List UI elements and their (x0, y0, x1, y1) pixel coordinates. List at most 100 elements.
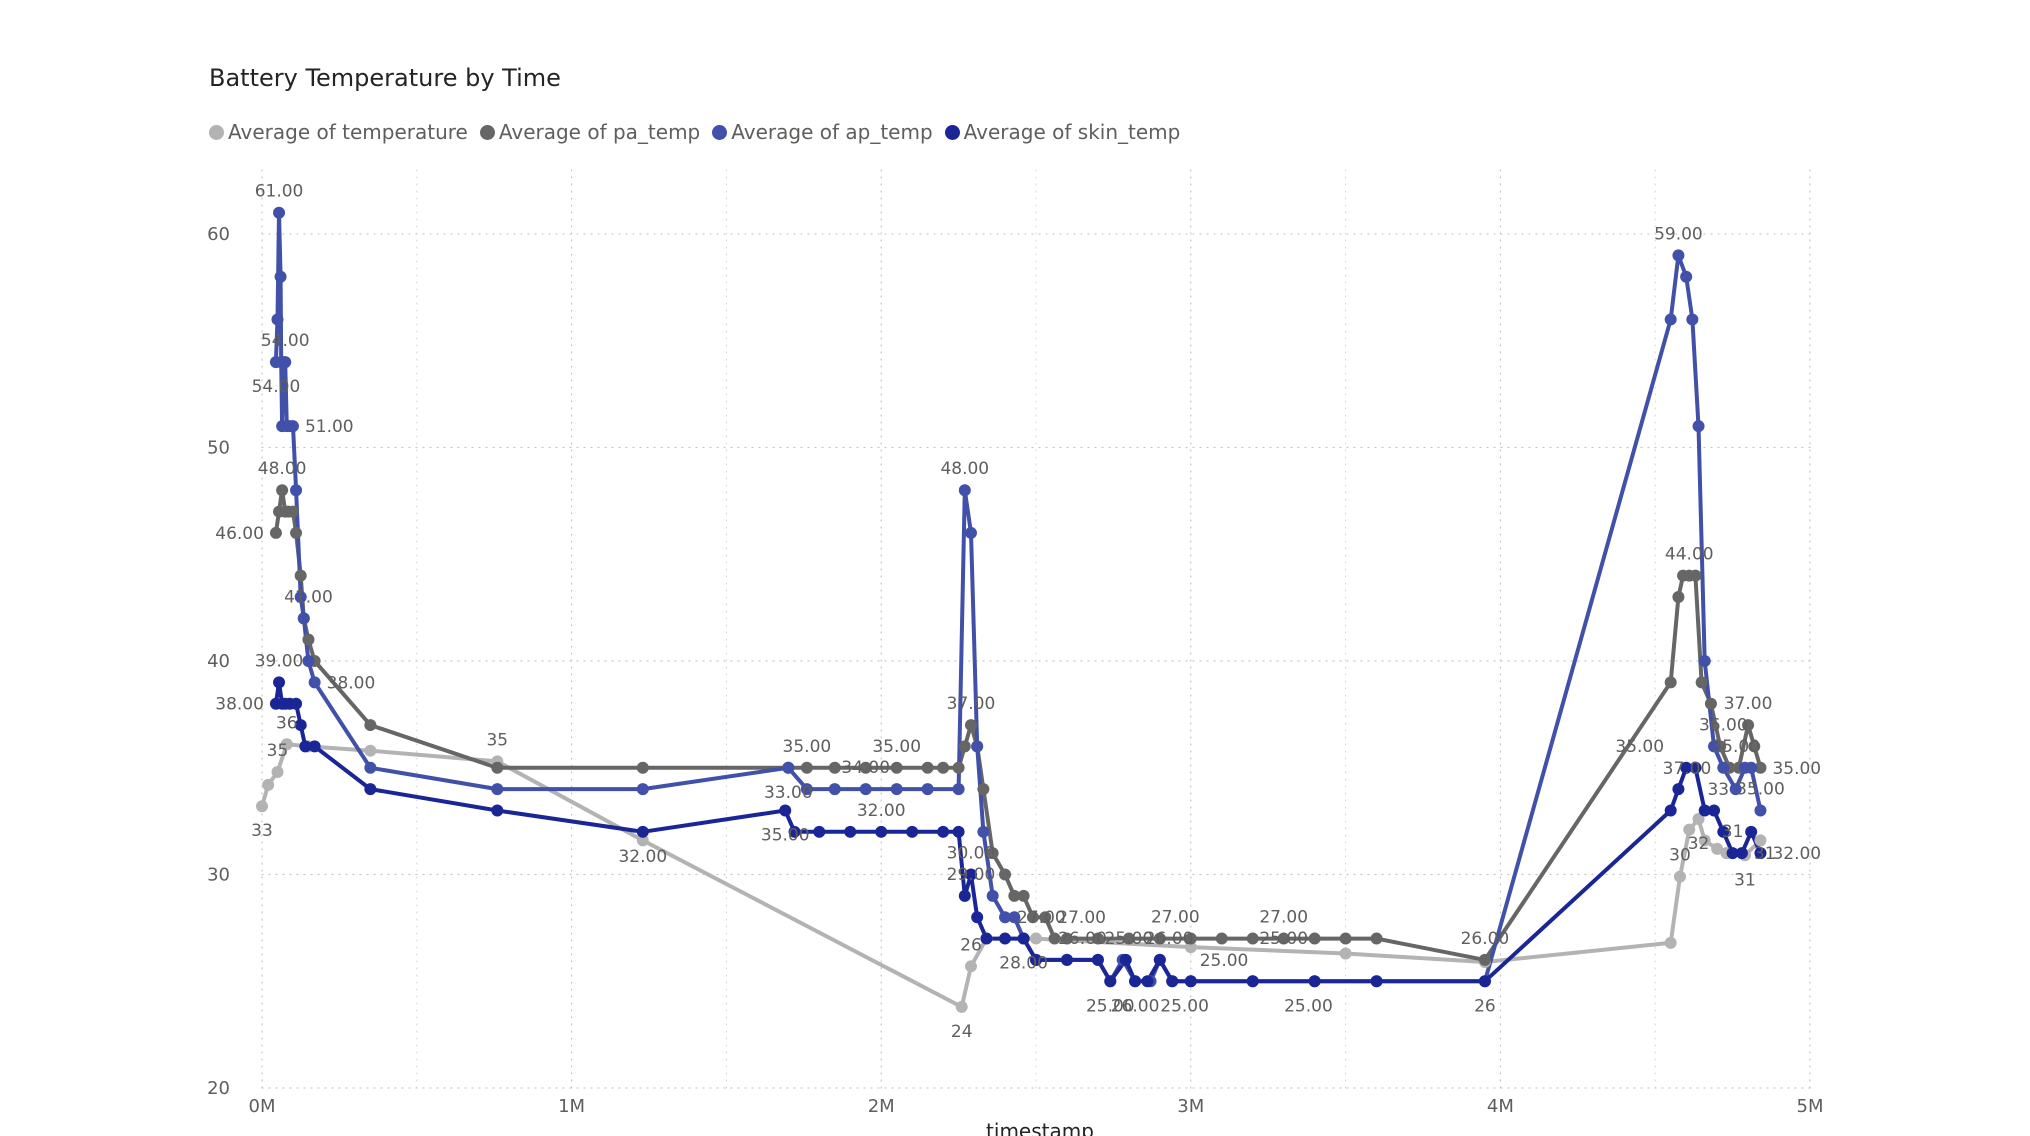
data-point-series-1[interactable] (1742, 719, 1755, 732)
data-point-series-2[interactable] (828, 783, 841, 796)
data-point-series-3[interactable] (980, 932, 993, 945)
data-point-series-2[interactable] (1672, 249, 1685, 262)
data-point-series-2[interactable] (636, 783, 649, 796)
data-point-series-3[interactable] (958, 889, 971, 902)
data-point-series-1[interactable] (1017, 889, 1030, 902)
data-point-series-1[interactable] (800, 761, 813, 774)
data-point-series-1[interactable] (302, 633, 315, 646)
data-point-series-0[interactable] (256, 800, 268, 813)
data-point-series-2[interactable] (859, 783, 872, 796)
data-point-series-3[interactable] (1672, 783, 1685, 796)
data-point-series-1[interactable] (1664, 676, 1677, 689)
data-point-series-3[interactable] (491, 804, 504, 817)
data-point-series-3[interactable] (813, 825, 826, 838)
data-point-series-1[interactable] (1754, 761, 1767, 774)
data-point-series-2[interactable] (986, 889, 999, 902)
data-point-series-1[interactable] (958, 740, 971, 753)
data-point-series-2[interactable] (1008, 911, 1021, 924)
data-point-series-2[interactable] (294, 590, 307, 603)
data-point-series-2[interactable] (271, 313, 284, 326)
data-point-series-2[interactable] (308, 676, 321, 689)
data-point-series-3[interactable] (1091, 953, 1104, 966)
data-point-series-2[interactable] (952, 783, 965, 796)
data-point-series-1[interactable] (286, 505, 299, 518)
data-point-series-2[interactable] (800, 783, 813, 796)
data-point-series-0[interactable] (1692, 813, 1705, 826)
data-point-series-1[interactable] (977, 783, 990, 796)
data-point-series-1[interactable] (1339, 932, 1352, 945)
data-point-series-1[interactable] (1122, 932, 1135, 945)
data-point-series-2[interactable] (964, 526, 977, 539)
data-point-series-0[interactable] (280, 738, 293, 751)
data-point-series-3[interactable] (1680, 761, 1693, 774)
data-point-series-1[interactable] (1308, 932, 1321, 945)
data-point-series-3[interactable] (1708, 804, 1721, 817)
data-point-series-0[interactable] (1673, 870, 1686, 883)
data-point-series-2[interactable] (290, 484, 303, 497)
data-point-series-1[interactable] (999, 868, 1012, 881)
data-point-series-0[interactable] (364, 744, 377, 757)
data-point-series-3[interactable] (1166, 975, 1179, 988)
data-point-series-1[interactable] (890, 761, 903, 774)
data-point-series-0[interactable] (1664, 936, 1677, 949)
data-point-series-2[interactable] (364, 761, 377, 774)
data-point-series-3[interactable] (1664, 804, 1677, 817)
data-point-series-1[interactable] (294, 569, 307, 582)
data-point-series-1[interactable] (1246, 932, 1259, 945)
data-point-series-3[interactable] (844, 825, 857, 838)
data-point-series-1[interactable] (1478, 953, 1491, 966)
data-point-series-1[interactable] (828, 761, 841, 774)
data-point-series-1[interactable] (364, 719, 377, 732)
data-point-series-3[interactable] (999, 932, 1012, 945)
data-point-series-3[interactable] (1030, 953, 1042, 966)
data-point-series-1[interactable] (1695, 676, 1708, 689)
legend-item-pa-temp[interactable]: Average of pa_temp (479, 120, 700, 144)
data-point-series-2[interactable] (782, 761, 795, 774)
data-point-series-0[interactable] (964, 960, 977, 973)
data-point-series-3[interactable] (1698, 804, 1711, 817)
legend-item-skin-temp[interactable]: Average of skin_temp (944, 120, 1180, 144)
data-point-series-1[interactable] (937, 761, 950, 774)
data-point-series-1[interactable] (1008, 889, 1021, 902)
data-point-series-2[interactable] (297, 612, 310, 625)
legend-item-ap-temp[interactable]: Average of ap_temp (712, 120, 933, 144)
data-point-series-3[interactable] (364, 783, 377, 796)
data-point-series-3[interactable] (1246, 975, 1259, 988)
data-point-series-2[interactable] (1708, 740, 1721, 753)
data-point-series-2[interactable] (286, 420, 299, 433)
data-point-series-1[interactable] (269, 526, 282, 539)
data-point-series-3[interactable] (875, 825, 888, 838)
data-point-series-1[interactable] (1748, 740, 1761, 753)
data-point-series-3[interactable] (1141, 975, 1154, 988)
data-point-series-1[interactable] (636, 761, 649, 774)
data-point-series-1[interactable] (921, 761, 934, 774)
data-point-series-3[interactable] (1060, 953, 1073, 966)
data-point-series-3[interactable] (906, 825, 919, 838)
data-point-series-3[interactable] (299, 740, 312, 753)
data-point-series-0[interactable] (1683, 823, 1696, 836)
data-point-series-1[interactable] (1215, 932, 1228, 945)
data-point-series-3[interactable] (1129, 975, 1142, 988)
data-point-series-1[interactable] (1060, 932, 1073, 945)
data-point-series-2[interactable] (1686, 313, 1699, 326)
data-point-series-1[interactable] (1184, 932, 1197, 945)
data-point-series-2[interactable] (1664, 313, 1677, 326)
data-point-series-3[interactable] (1184, 975, 1197, 988)
data-point-series-2[interactable] (999, 911, 1012, 924)
legend-item-temperature[interactable]: Average of temperature (209, 120, 468, 144)
data-point-series-3[interactable] (952, 825, 965, 838)
data-point-series-1[interactable] (1672, 590, 1685, 603)
data-point-series-0[interactable] (955, 1000, 968, 1013)
data-point-series-3[interactable] (1735, 847, 1748, 860)
data-point-series-3[interactable] (971, 911, 984, 924)
data-point-series-1[interactable] (1091, 932, 1104, 945)
data-point-series-0[interactable] (1754, 834, 1767, 847)
data-point-series-1[interactable] (1153, 932, 1166, 945)
data-point-series-1[interactable] (859, 761, 872, 774)
data-point-series-1[interactable] (1704, 697, 1717, 710)
data-point-series-3[interactable] (1119, 953, 1132, 966)
data-point-series-2[interactable] (1692, 420, 1705, 433)
data-point-series-2[interactable] (971, 740, 984, 753)
data-point-series-2[interactable] (273, 206, 286, 219)
data-point-series-2[interactable] (890, 783, 903, 796)
